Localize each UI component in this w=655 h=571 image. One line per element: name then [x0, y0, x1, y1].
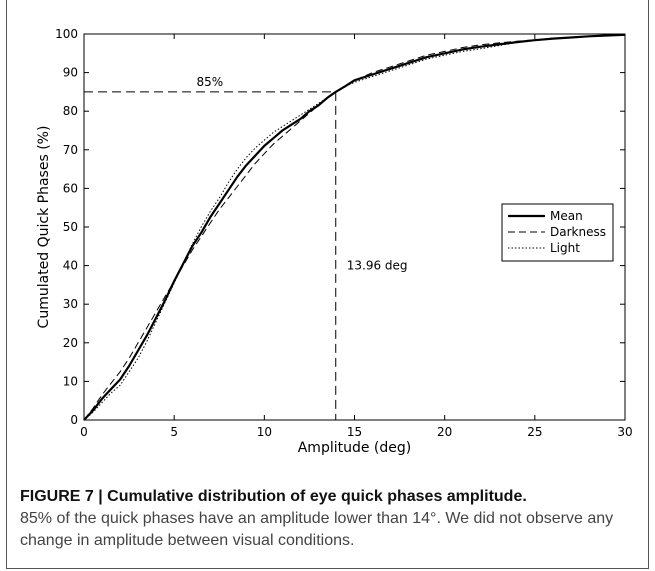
series-line-darkness	[83, 34, 626, 421]
x-tick-label: 15	[347, 425, 362, 439]
amplitude-13-96-label: 13.96 deg	[347, 259, 408, 273]
legend-box	[501, 203, 614, 262]
reference-lines	[84, 91, 337, 420]
x-tick-label: 0	[80, 425, 88, 439]
y-tick-label: 30	[63, 297, 78, 311]
figure-frame	[6, 0, 649, 569]
y-tick-label: 20	[63, 336, 78, 350]
y-tick-label: 70	[63, 143, 78, 157]
legend-label-mean: Mean	[550, 209, 583, 223]
y-tick-label: 50	[63, 220, 78, 234]
x-axis-label: Amplitude (deg)	[298, 440, 412, 456]
legend-label-darkness: Darkness	[550, 225, 606, 239]
y-tick-label: 90	[63, 66, 78, 80]
y-tick-label: 100	[55, 27, 78, 41]
threshold-85-label: 85%	[197, 75, 224, 89]
series-line-mean	[83, 33, 626, 421]
y-tick-label: 80	[63, 104, 78, 118]
y-tick-label: 40	[63, 259, 78, 273]
x-tick-label: 25	[527, 425, 542, 439]
figure-caption: FIGURE 7 | Cumulative distribution of ey…	[20, 486, 635, 552]
caption-title: FIGURE 7 | Cumulative distribution of ey…	[20, 488, 527, 505]
y-tick-label: 0	[70, 413, 78, 427]
legend: Mean Darkness Light	[501, 203, 614, 262]
series-line-light	[83, 34, 626, 421]
series-lines	[83, 33, 626, 421]
x-tick-label: 20	[437, 425, 452, 439]
y-tick-label: 10	[63, 374, 78, 388]
caption-body: 85% of the quick phases have an amplitud…	[20, 510, 614, 549]
x-tick-label: 5	[170, 425, 178, 439]
axis-tick-labels: 0 5 10 15 20 25 30 0 10 20 30 40 50 60 70 80 90 100	[55, 27, 633, 439]
y-axis-label: Cumulated Quick Phases (%)	[36, 126, 52, 329]
x-tick-label: 30	[617, 425, 632, 439]
cumulative-distribution-chart: 0 5 10 15 20 25 30 0 10 20 30 40 50 60 70 80 90 100 Ampli…	[36, 27, 633, 456]
x-tick-label: 10	[257, 425, 272, 439]
legend-label-light: Light	[550, 241, 580, 255]
y-tick-label: 60	[63, 181, 78, 195]
